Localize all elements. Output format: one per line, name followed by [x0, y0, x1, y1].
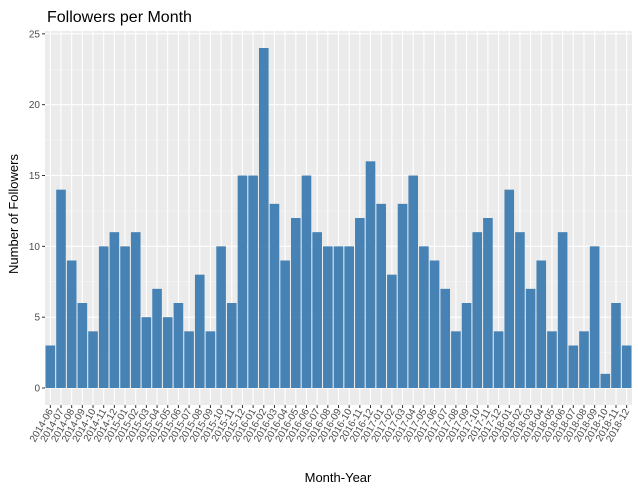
- bar-2017-06: [429, 260, 440, 388]
- bar-2016-01: [248, 175, 258, 388]
- bar-2018-03: [525, 288, 536, 388]
- bar-2016-06: [301, 175, 312, 388]
- bar-2015-12: [237, 175, 248, 388]
- bar-2018-08: [579, 331, 589, 388]
- bar-2015-04: [152, 288, 162, 388]
- bar-2016-10: [344, 246, 354, 388]
- bar-2014-12: [109, 232, 120, 388]
- bar-2016-04: [280, 260, 290, 388]
- bar-2015-06: [173, 303, 184, 388]
- bar-2016-02: [258, 48, 269, 388]
- bar-2017-08: [451, 331, 461, 388]
- bar-2016-08: [323, 246, 333, 388]
- bar-2016-11: [355, 218, 365, 388]
- x-axis-title: Month-Year: [305, 470, 372, 485]
- bar-2015-11: [226, 303, 237, 388]
- bar-2018-09: [589, 246, 600, 388]
- bar-2015-03: [141, 317, 152, 388]
- bar-2018-11: [611, 303, 621, 388]
- bar-2015-09: [205, 331, 216, 388]
- bar-2016-12: [365, 161, 376, 388]
- bar-2016-09: [333, 246, 344, 388]
- bar-2014-08: [66, 260, 77, 388]
- bar-2018-02: [515, 232, 525, 388]
- bar-2017-10: [472, 232, 483, 388]
- bar-2018-07: [568, 345, 579, 388]
- y-tick-label: 20: [29, 100, 41, 111]
- bar-2015-01: [120, 246, 130, 388]
- bar-2016-07: [312, 232, 322, 388]
- y-tick-label: 10: [29, 242, 41, 253]
- bar-2018-06: [557, 232, 568, 388]
- bar-2017-04: [408, 175, 419, 388]
- y-tick-label: 15: [29, 171, 41, 182]
- bar-2014-06: [45, 345, 56, 388]
- bar-2015-10: [216, 246, 226, 388]
- bar-2015-02: [130, 232, 141, 388]
- bar-2017-02: [387, 274, 397, 388]
- bar-2017-12: [493, 331, 504, 388]
- bar-2018-01: [504, 189, 515, 388]
- bar-2017-09: [461, 303, 472, 388]
- bar-2018-04: [536, 260, 547, 388]
- bar-2018-10: [600, 373, 611, 388]
- bar-2014-11: [98, 246, 109, 388]
- y-axis: 0 5 10 15 20 25: [29, 29, 45, 395]
- bars: [45, 48, 632, 388]
- bar-2018-12: [621, 345, 632, 388]
- y-axis-title: Number of Followers: [6, 154, 21, 274]
- y-tick-label: 0: [34, 384, 40, 395]
- bar-2017-05: [419, 246, 429, 388]
- bar-2015-07: [184, 331, 194, 388]
- x-axis: 2014-062014-072014-082014-092014-102014-…: [28, 405, 632, 444]
- bar-2014-09: [77, 303, 88, 388]
- bar-2017-03: [397, 203, 408, 388]
- bar-2015-05: [162, 317, 173, 388]
- bar-2014-10: [88, 331, 98, 388]
- bar-2018-05: [547, 331, 557, 388]
- bar-2017-07: [440, 288, 451, 388]
- bar-2017-01: [376, 203, 386, 388]
- chart-title: Followers per Month: [47, 9, 192, 26]
- y-tick-label: 25: [29, 29, 41, 40]
- bar-2015-08: [194, 274, 205, 388]
- bar-2014-07: [56, 189, 66, 388]
- bar-2016-05: [291, 218, 301, 388]
- bar-2017-11: [483, 218, 493, 388]
- y-tick-label: 5: [34, 313, 40, 324]
- bar-2016-03: [269, 203, 280, 388]
